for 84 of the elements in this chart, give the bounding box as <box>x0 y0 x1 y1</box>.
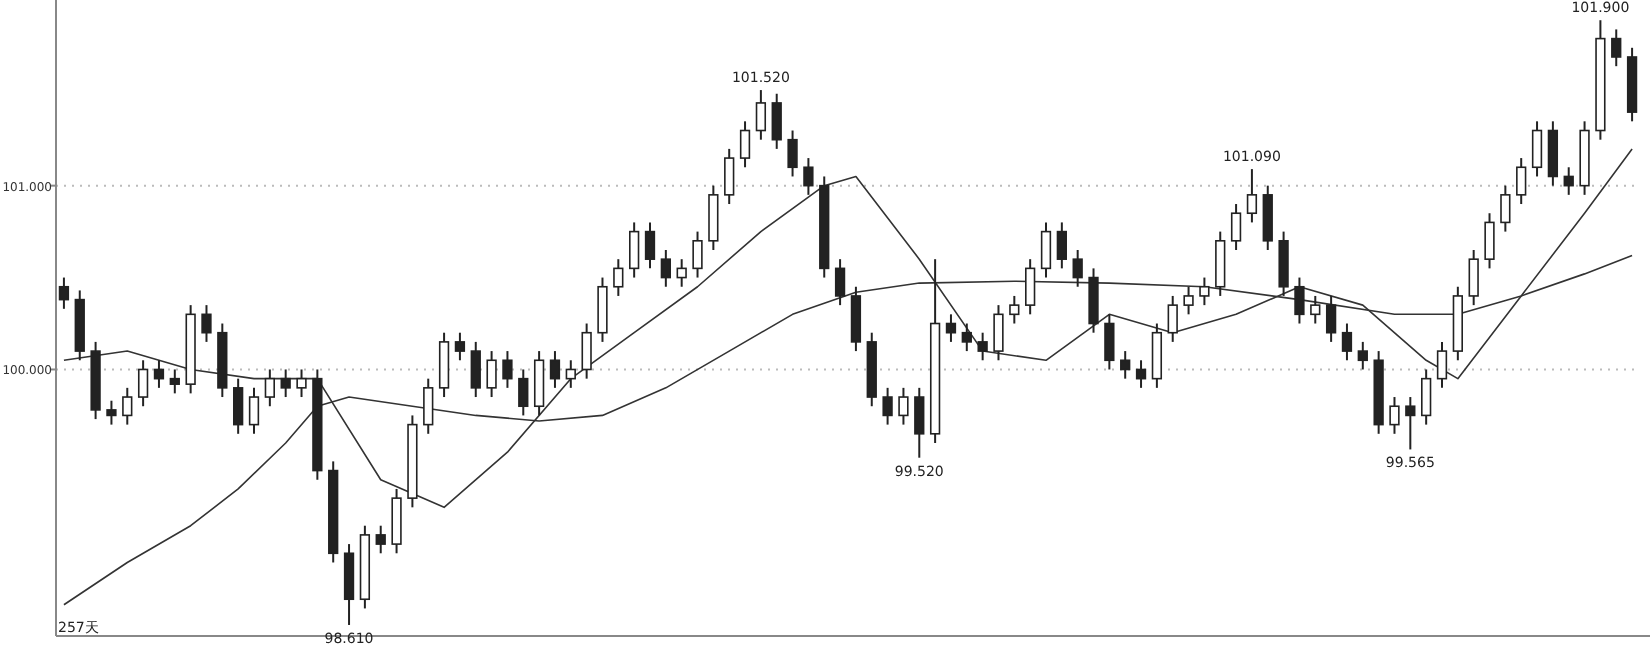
candlestick <box>914 386 925 459</box>
candlestick <box>739 120 751 169</box>
candlestick <box>486 350 497 399</box>
candlestick <box>834 258 846 307</box>
candlestick <box>724 147 735 206</box>
candlestick <box>1421 368 1432 426</box>
candlestick <box>1151 322 1163 389</box>
candlestick <box>343 543 355 626</box>
candlestick <box>106 399 117 426</box>
candlestick <box>898 386 909 426</box>
candlestick <box>581 322 592 380</box>
candlestick <box>803 157 814 196</box>
candlestick <box>1215 230 1226 297</box>
candlestick <box>708 184 719 251</box>
candlestick <box>1325 294 1337 343</box>
candlestick <box>850 285 862 353</box>
candlestick <box>945 313 957 343</box>
candlestick <box>977 331 988 362</box>
candlestick <box>58 276 70 310</box>
candlestick <box>1040 221 1052 279</box>
candlestick <box>993 304 1004 362</box>
candlestick <box>502 350 513 389</box>
candlestick <box>644 221 656 270</box>
candlestick <box>1310 294 1321 325</box>
candlestick <box>375 524 386 555</box>
candlestick <box>1120 350 1131 380</box>
candlestick <box>391 487 402 555</box>
candlestick <box>1088 267 1099 334</box>
candlestick <box>1531 120 1543 178</box>
candlestick <box>882 386 893 426</box>
candlestick <box>787 129 798 178</box>
candlestick <box>1405 396 1416 451</box>
candlestick <box>1547 120 1559 187</box>
candlestick <box>1135 359 1147 389</box>
candlestick <box>1500 184 1511 233</box>
candlestick <box>1230 203 1242 251</box>
candlestick <box>549 350 561 389</box>
candlestick <box>1183 285 1194 316</box>
candlestick <box>122 386 133 426</box>
candlestick <box>137 359 149 408</box>
candlestick <box>423 377 434 435</box>
candlestick <box>1484 212 1495 270</box>
candlestick <box>1357 340 1368 371</box>
candlestick <box>1104 313 1115 371</box>
candlestick <box>629 221 640 279</box>
candlestick <box>264 368 275 408</box>
candlestick <box>1468 248 1479 307</box>
candlestick <box>1294 276 1305 325</box>
candlestick <box>597 276 608 343</box>
candlestick <box>1056 221 1067 270</box>
candlestick <box>1389 396 1400 435</box>
candlestick <box>1167 294 1178 343</box>
candlestick <box>1199 276 1210 307</box>
candlestick <box>1516 157 1527 206</box>
candlestick <box>771 92 782 150</box>
candlestick <box>1025 258 1036 316</box>
candlestick <box>533 350 545 417</box>
candlestick <box>1341 322 1353 362</box>
candlestick <box>660 248 671 288</box>
candlestick <box>613 258 624 297</box>
candlestick <box>676 258 687 288</box>
candlestick <box>1278 230 1289 297</box>
candlestick <box>565 359 576 389</box>
candlestick <box>1246 168 1258 224</box>
candlestick <box>454 331 466 362</box>
candlestick <box>201 304 212 343</box>
candlestick <box>1563 166 1574 196</box>
candlestick <box>438 331 450 399</box>
candlestick <box>1611 28 1622 68</box>
candlestick <box>692 230 703 279</box>
candlestick <box>248 386 260 435</box>
candlestick <box>755 89 767 141</box>
candlestick <box>1436 340 1448 389</box>
candlestick <box>1072 248 1083 288</box>
candlestick <box>296 368 307 399</box>
candlestick <box>1262 184 1273 251</box>
candlestick <box>470 340 481 399</box>
candlestick <box>233 377 244 435</box>
candlestick <box>280 368 291 399</box>
candlestick <box>961 322 972 353</box>
candlestick <box>518 368 529 417</box>
candlestick <box>1009 294 1020 325</box>
candlestick <box>153 359 165 389</box>
candlestick <box>169 368 180 395</box>
